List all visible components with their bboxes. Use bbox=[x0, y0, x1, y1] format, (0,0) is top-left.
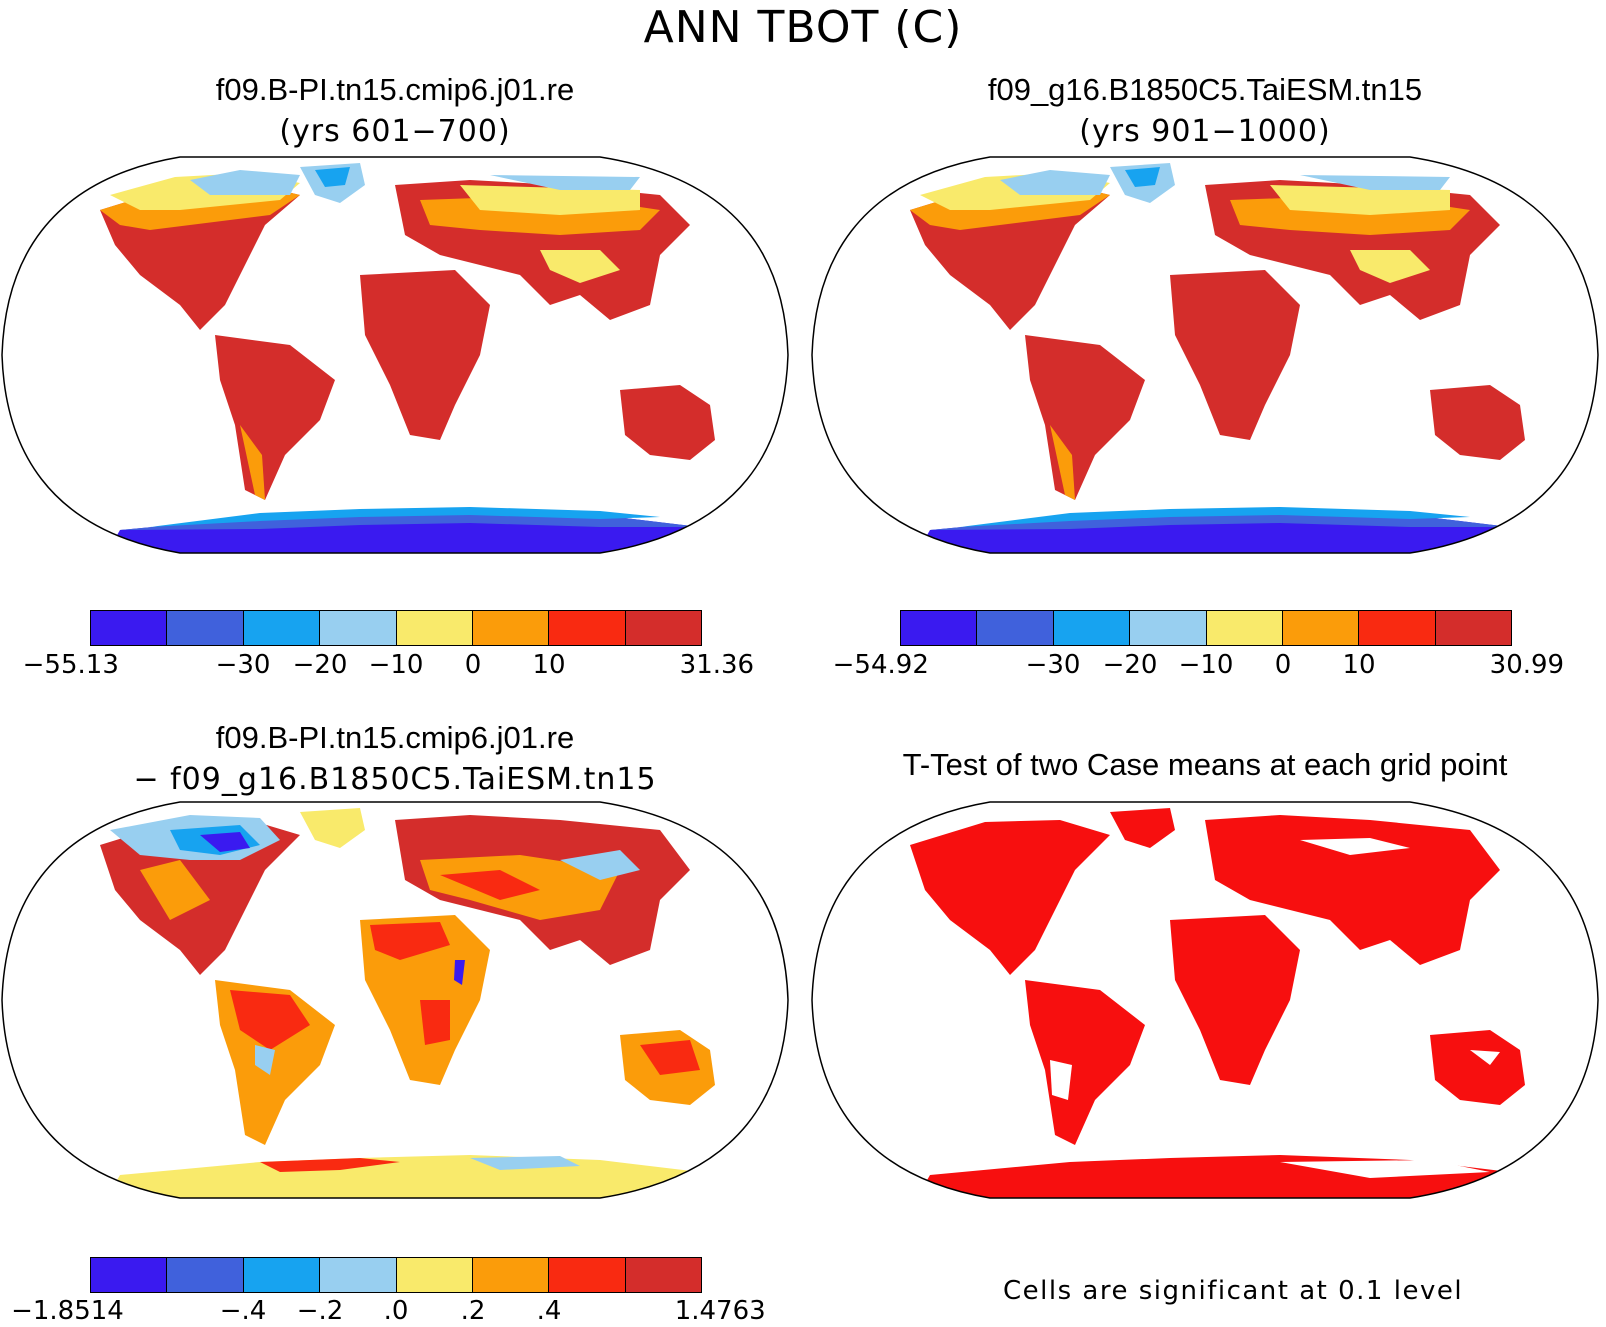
top-left-panel-subtitle: (yrs 601−700) bbox=[279, 114, 511, 149]
top-right-colorbar bbox=[900, 610, 1512, 646]
colorbar-swatch bbox=[1130, 611, 1207, 645]
bottom-left-map bbox=[1, 801, 789, 1199]
top-right-colorbar-label-max: 30.99 bbox=[1489, 650, 1565, 680]
colorbar-swatch bbox=[1435, 611, 1511, 645]
top-left-map-fill-south-america bbox=[215, 335, 335, 500]
top-left-map bbox=[1, 156, 789, 554]
colorbar-swatch bbox=[549, 611, 626, 645]
bottom-right-panel-title: T-Test of two Case means at each grid po… bbox=[902, 747, 1508, 782]
top-right-panel-subtitle: (yrs 901−1000) bbox=[1079, 114, 1331, 149]
top-right-colorbar-label: −30 bbox=[1025, 650, 1081, 680]
colorbar-swatch bbox=[1359, 611, 1436, 645]
bottom-left-colorbar-label-max: 1.4763 bbox=[674, 1296, 766, 1326]
top-right-panel-title: f09_g16.B1850C5.TaiESM.tn15 bbox=[987, 72, 1423, 107]
top-left-colorbar-label: −30 bbox=[215, 650, 271, 680]
bottom-left-colorbar-label: −.4 bbox=[219, 1296, 267, 1326]
top-left-colorbar-label-max: 31.36 bbox=[679, 650, 755, 680]
top-left-colorbar-label: 10 bbox=[532, 650, 566, 680]
colorbar-swatch bbox=[472, 611, 550, 645]
top-right-map-border bbox=[811, 156, 1599, 554]
top-left-colorbar-label: −10 bbox=[368, 650, 424, 680]
colorbar-swatch bbox=[1282, 611, 1360, 645]
top-right-colorbar-label: −20 bbox=[1102, 650, 1158, 680]
bottom-left-colorbar-label: −.2 bbox=[296, 1296, 344, 1326]
bottom-left-colorbar-label: .2 bbox=[460, 1296, 486, 1326]
bottom-left-panel-subtitle: − f09_g16.B1850C5.TaiESM.tn15 bbox=[133, 762, 657, 797]
colorbar-swatch bbox=[625, 611, 701, 645]
top-left-colorbar-label: 0 bbox=[464, 650, 482, 680]
bottom-left-colorbar-label: .4 bbox=[536, 1296, 562, 1326]
colorbar-swatch bbox=[243, 1258, 321, 1292]
bottom-left-colorbar-label: .0 bbox=[383, 1296, 409, 1326]
colorbar-swatch bbox=[901, 611, 978, 645]
colorbar-swatch bbox=[167, 1258, 244, 1292]
bottom-left-map-border bbox=[1, 801, 789, 1199]
bottom-left-colorbar bbox=[90, 1257, 702, 1293]
top-left-map-fill-africa bbox=[360, 270, 490, 440]
main-title: ANN TBOT (C) bbox=[643, 2, 963, 53]
bottom-left-panel-title: f09.B-PI.tn15.cmip6.j01.re bbox=[215, 720, 575, 755]
colorbar-swatch bbox=[320, 611, 397, 645]
bottom-right-map bbox=[811, 801, 1599, 1199]
top-left-colorbar-label: −20 bbox=[292, 650, 348, 680]
colorbar-swatch bbox=[396, 611, 473, 645]
colorbar-swatch bbox=[396, 1258, 473, 1292]
top-right-colorbar-label: 0 bbox=[1274, 650, 1292, 680]
colorbar-swatch bbox=[167, 611, 244, 645]
colorbar-swatch bbox=[472, 1258, 550, 1292]
colorbar-swatch bbox=[91, 1258, 168, 1292]
top-left-map-border bbox=[1, 156, 789, 554]
top-right-colorbar-label: −10 bbox=[1178, 650, 1234, 680]
colorbar-swatch bbox=[625, 1258, 701, 1292]
top-left-panel-title: f09.B-PI.tn15.cmip6.j01.re bbox=[215, 72, 575, 107]
colorbar-swatch bbox=[1206, 611, 1283, 645]
top-right-colorbar-label: 10 bbox=[1342, 650, 1376, 680]
top-right-map bbox=[811, 156, 1599, 554]
top-right-colorbar-label-min: −54.92 bbox=[832, 650, 929, 680]
colorbar-swatch bbox=[320, 1258, 397, 1292]
colorbar-swatch bbox=[1053, 611, 1131, 645]
colorbar-swatch bbox=[91, 611, 168, 645]
colorbar-swatch bbox=[977, 611, 1054, 645]
t-test-significance-note: Cells are significant at 0.1 level bbox=[1003, 1276, 1464, 1306]
top-left-colorbar-label-min: −55.13 bbox=[22, 650, 119, 680]
top-left-map-fill-australia bbox=[620, 385, 715, 460]
bottom-right-map-border bbox=[811, 801, 1599, 1199]
top-left-colorbar bbox=[90, 610, 702, 646]
colorbar-swatch bbox=[549, 1258, 626, 1292]
bottom-left-colorbar-label-min: −1.8514 bbox=[11, 1296, 124, 1326]
colorbar-swatch bbox=[243, 611, 321, 645]
